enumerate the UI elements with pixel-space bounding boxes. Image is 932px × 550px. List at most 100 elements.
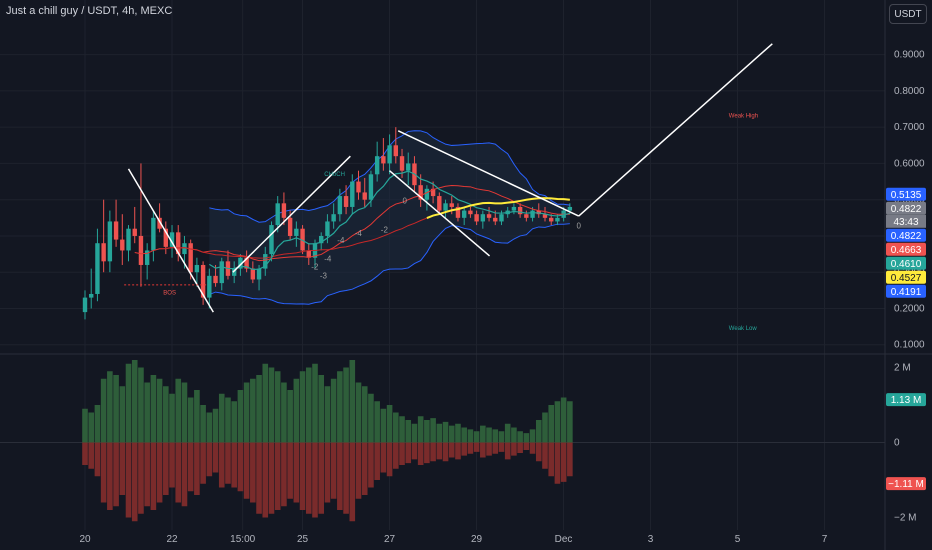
volume-bar-sell	[548, 442, 555, 477]
volume-bar-sell	[361, 442, 368, 495]
symbol-title[interactable]: Just a chill guy / USDT, 4h, MEXC	[6, 5, 173, 17]
signal-label: -3	[320, 271, 328, 280]
volume-bar-sell	[243, 442, 250, 499]
volume-bar-buy	[374, 401, 380, 443]
volume-bar-buy	[523, 433, 530, 443]
volume-bar-buy	[355, 382, 362, 443]
volume-bar-sell	[256, 442, 262, 514]
volume-bar-sell	[150, 442, 157, 510]
volume-bar-buy	[82, 408, 88, 443]
candle-body	[231, 268, 237, 276]
volume-bar-buy	[243, 382, 250, 443]
candle-body	[393, 145, 399, 157]
volume-bar-sell	[281, 442, 287, 507]
volume-bar-sell	[312, 442, 318, 518]
volume-bar-sell	[349, 442, 356, 522]
volume-bar-buy	[225, 397, 231, 443]
time-axis[interactable]: 20 22 15:00 25 27 29 Dec 3 5 7	[79, 534, 827, 545]
volume-bar-sell	[461, 442, 467, 456]
candle-body	[244, 257, 249, 269]
candle-body	[113, 221, 119, 240]
price-tick-label: 0.2000	[894, 303, 925, 314]
volume-bar-buy	[144, 382, 150, 443]
volume-bar-sell	[330, 442, 337, 499]
volume-bar-buy	[560, 397, 567, 443]
countdown-label: 43:43	[893, 217, 918, 228]
candle-body	[399, 156, 405, 171]
volume-bar-sell	[324, 442, 331, 503]
signal-label: -2	[311, 262, 319, 271]
signal-label: 0	[577, 222, 582, 231]
volume-bar-buy	[349, 360, 356, 443]
volume-bar-sell	[299, 442, 306, 510]
volume-bar-buy	[399, 416, 405, 443]
candle-body	[82, 297, 88, 313]
volume-bar-buy	[312, 363, 318, 443]
volume-bar-sell	[305, 442, 312, 514]
volume-bar-buy	[287, 390, 293, 443]
candle-body	[542, 214, 548, 218]
candle-body	[443, 203, 448, 211]
volume-bar-sell	[262, 442, 269, 518]
volume-bar-sell	[231, 442, 237, 488]
volume-bar-buy	[281, 382, 287, 443]
candle-body	[306, 250, 311, 258]
candle-body	[250, 268, 256, 280]
price-tick-label: 0.8000	[894, 86, 925, 97]
volume-bar-buy	[218, 393, 225, 443]
candle-body	[406, 163, 411, 171]
volume-bar-buy	[386, 405, 393, 443]
volume-bar-sell	[82, 442, 88, 465]
volume-bar-sell	[529, 442, 536, 454]
volume-bar-sell	[480, 442, 486, 458]
volume-bar-sell	[225, 442, 231, 484]
volume-bar-sell	[405, 442, 412, 464]
volume-bar-buy	[175, 378, 182, 443]
volume-bar-buy	[504, 423, 511, 443]
candle-body	[287, 217, 293, 236]
volume-axis[interactable]: 2 M 0 −2 M	[894, 363, 917, 524]
volume-bar-sell	[355, 442, 362, 499]
time-tick-label: 20	[79, 534, 91, 545]
candle-body	[517, 206, 523, 215]
volume-bar-sell	[560, 442, 567, 482]
volume-bar-sell	[187, 442, 194, 492]
volume-bar-buy	[324, 386, 331, 443]
volume-bar-sell	[194, 442, 200, 495]
candle-body	[151, 217, 156, 251]
annotation-label: Weak Low	[729, 326, 758, 332]
signal-label: 0	[403, 196, 408, 205]
volume-bar-buy	[467, 429, 474, 443]
volume-bar-buy	[318, 375, 325, 443]
volume-bar-buy	[461, 427, 467, 443]
volume-bar-buy	[94, 405, 101, 443]
volume-bar-buy	[486, 427, 492, 443]
volume-bar-sell	[218, 442, 225, 488]
candle-body	[474, 214, 479, 222]
currency-button[interactable]: USDT	[889, 4, 927, 24]
volume-bar-buy	[455, 423, 461, 443]
candle-body	[182, 243, 187, 255]
candle-body	[101, 243, 106, 262]
price-tick-label: 0.7000	[894, 122, 925, 133]
candle-body	[524, 214, 529, 218]
volume-bar-sell	[287, 442, 293, 499]
candle-body	[461, 210, 467, 218]
volume-bar-sell	[380, 442, 387, 473]
volume-bar-sell	[337, 442, 343, 510]
candle-body	[337, 196, 343, 215]
volume-bar-buy	[194, 390, 200, 443]
candle-body	[362, 192, 367, 200]
volume-bar-sell	[138, 442, 144, 514]
volume-bar-sell	[94, 442, 101, 477]
volume-bar-buy	[212, 408, 219, 443]
trendlines	[127, 43, 773, 313]
volume-bar-buy	[436, 423, 443, 443]
candle-body	[126, 228, 131, 251]
volume-bar-buy	[567, 401, 573, 443]
volume-bar-buy	[417, 416, 424, 443]
candle-body	[238, 257, 243, 269]
price-badge	[886, 256, 926, 270]
candle-body	[499, 214, 504, 222]
